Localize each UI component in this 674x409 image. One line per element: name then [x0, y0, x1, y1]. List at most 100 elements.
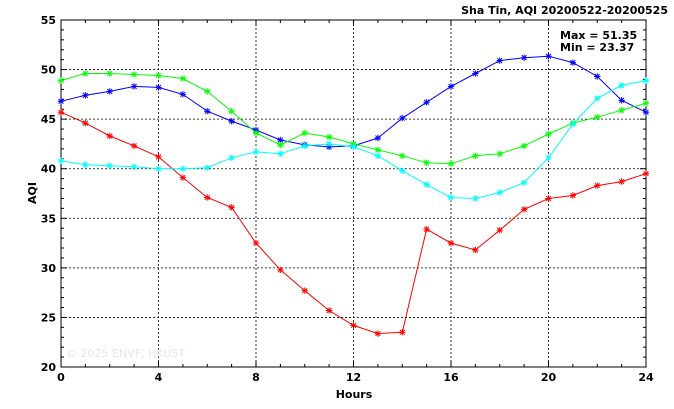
data-point: [569, 59, 577, 66]
data-point: [277, 150, 284, 158]
data-point: [399, 152, 406, 160]
series-4: [57, 77, 650, 202]
data-point: [82, 92, 89, 99]
data-point: [496, 226, 503, 234]
x-tick-label: 24: [638, 371, 654, 384]
y-axis-label: AQI: [26, 182, 39, 204]
x-tick-label: 8: [252, 371, 260, 384]
data-point: [642, 170, 650, 177]
data-point: [350, 322, 357, 329]
data-point: [399, 114, 406, 122]
data-point: [618, 107, 625, 114]
data-point: [594, 182, 601, 189]
data-point: [399, 167, 406, 174]
data-point: [496, 189, 503, 196]
data-point: [106, 88, 113, 95]
series-layer: [57, 52, 650, 337]
data-point: [472, 195, 479, 202]
data-point: [277, 266, 284, 274]
data-point: [472, 246, 479, 254]
data-point: [569, 192, 577, 199]
x-tick-labels: 0 4 8 12 16 20 24: [57, 371, 654, 384]
data-point: [204, 88, 211, 95]
data-point: [642, 77, 650, 84]
x-tick-label: 4: [155, 371, 163, 384]
data-point: [252, 239, 260, 247]
data-point: [228, 108, 235, 115]
y-tick-label: 25: [41, 311, 56, 324]
data-point: [57, 157, 65, 164]
y-tick-label: 35: [41, 212, 56, 225]
data-point: [423, 99, 430, 106]
data-point: [545, 154, 552, 162]
x-tick-label: 0: [57, 371, 65, 384]
data-point: [277, 141, 284, 149]
data-point: [374, 146, 382, 154]
data-point: [594, 95, 601, 102]
data-point: [204, 194, 211, 201]
data-point: [57, 77, 65, 84]
data-point: [520, 206, 528, 213]
data-point: [252, 129, 260, 137]
data-point: [618, 97, 625, 104]
data-point: [520, 179, 528, 186]
data-point: [447, 194, 455, 201]
data-point: [618, 82, 625, 89]
data-point: [228, 117, 235, 125]
data-point: [57, 109, 65, 116]
series-2: [57, 109, 650, 337]
data-point: [423, 225, 430, 233]
data-point: [106, 70, 113, 77]
data-point: [130, 142, 138, 150]
y-tick-label: 30: [41, 262, 57, 275]
y-tick-label: 40: [41, 163, 57, 176]
data-point: [301, 129, 308, 137]
x-tick-label: 12: [346, 371, 361, 384]
y-tick-labels: 20 25 30 35 40 45 50 55: [41, 14, 57, 374]
data-point: [106, 162, 113, 169]
data-point: [399, 329, 406, 336]
data-point: [155, 153, 162, 161]
data-point: [57, 98, 65, 105]
y-tick-label: 45: [41, 113, 56, 126]
data-point: [472, 70, 479, 77]
x-tick-label: 20: [541, 371, 557, 384]
data-point: [423, 159, 430, 166]
data-point: [301, 142, 308, 150]
data-point: [325, 307, 333, 314]
data-point: [106, 132, 113, 140]
watermark: © 2025 ENVF, HKUST: [66, 347, 185, 360]
data-point: [204, 164, 211, 171]
data-point: [82, 70, 89, 77]
y-tick-label: 20: [41, 361, 57, 374]
grid: [61, 20, 646, 367]
data-point: [447, 160, 455, 167]
data-point: [374, 330, 382, 337]
data-point: [179, 165, 187, 172]
data-point: [569, 120, 577, 128]
data-point: [155, 165, 162, 172]
data-point: [496, 150, 503, 158]
max-annotation: Max = 51.35: [560, 29, 637, 42]
data-point: [447, 83, 455, 90]
data-point: [82, 161, 89, 168]
data-point: [520, 54, 528, 61]
y-tick-label: 55: [41, 14, 56, 27]
data-point: [374, 134, 382, 142]
data-point: [252, 148, 260, 156]
data-point: [130, 71, 138, 78]
y-tick-label: 50: [41, 64, 57, 77]
x-tick-label: 16: [443, 371, 459, 384]
data-point: [545, 52, 552, 60]
min-annotation: Min = 23.37: [560, 41, 634, 54]
data-point: [82, 119, 89, 127]
x-axis-label: Hours: [336, 388, 373, 401]
data-point: [179, 75, 187, 82]
data-point: [325, 140, 333, 148]
data-point: [545, 195, 552, 202]
data-point: [179, 91, 187, 98]
data-point: [423, 181, 430, 188]
data-point: [130, 163, 138, 170]
data-point: [325, 133, 333, 141]
data-point: [204, 108, 211, 115]
